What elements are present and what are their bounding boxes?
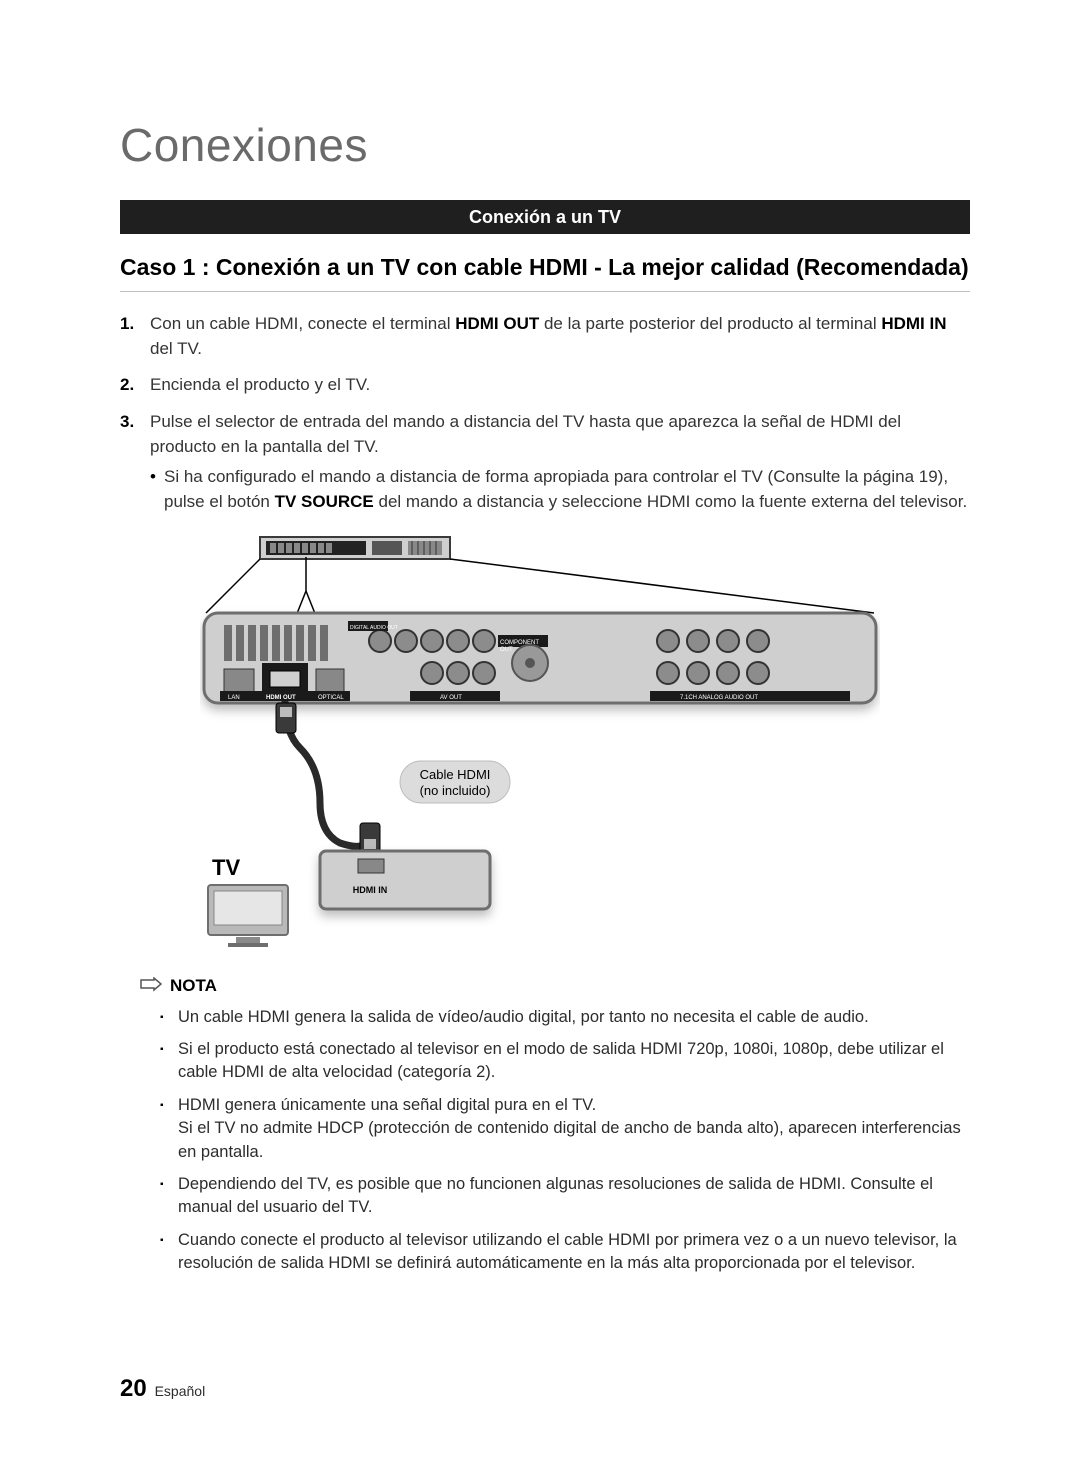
- step1-bold1: HDMI OUT: [455, 314, 539, 333]
- connection-diagram: DIGITAL DIGITAL AUDIO OUT COMPONENT OUT …: [200, 533, 880, 958]
- note-3a: HDMI genera únicamente una señal digital…: [178, 1096, 596, 1114]
- step3-sublist: Si ha configurado el mando a distancia d…: [150, 465, 970, 514]
- step3-sub-post: del mando a distancia y seleccione HDMI …: [374, 492, 967, 511]
- note-5: Cuando conecte el producto al televisor …: [160, 1229, 970, 1276]
- step3-sub: Si ha configurado el mando a distancia d…: [150, 465, 970, 514]
- step1-mid: de la parte posterior del producto al te…: [539, 314, 881, 333]
- step3-sub-bold: TV SOURCE: [275, 492, 374, 511]
- note-icon: [140, 977, 162, 995]
- note-4: Dependiendo del TV, es posible que no fu…: [160, 1173, 970, 1220]
- step1-pre: Con un cable HDMI, conecte el terminal: [150, 314, 455, 333]
- note-3: HDMI genera únicamente una señal digital…: [160, 1094, 970, 1164]
- step1-bold2: HDMI IN: [881, 314, 946, 333]
- label-hdmi-out: HDMI OUT: [266, 695, 296, 701]
- section-bar: Conexión a un TV: [120, 200, 970, 234]
- document-page: Conexiones Conexión a un TV Caso 1 : Con…: [0, 0, 1080, 1276]
- diagram-svg: DIGITAL DIGITAL AUDIO OUT COMPONENT OUT …: [200, 533, 880, 953]
- step1-post: del TV.: [150, 339, 202, 358]
- cable-label-2: (no incluido): [420, 783, 491, 798]
- step-3: Pulse el selector de entrada del mando a…: [120, 410, 970, 515]
- label-optical: OPTICAL: [318, 695, 344, 701]
- step3-text: Pulse el selector de entrada del mando a…: [150, 412, 901, 456]
- note-3b: Si el TV no admite HDCP (protección de c…: [178, 1119, 961, 1160]
- label-av-out: AV OUT: [440, 695, 462, 701]
- label-lan: LAN: [228, 695, 240, 701]
- page-footer: 20 Español: [120, 1375, 205, 1403]
- svg-text:OUT: OUT: [500, 647, 513, 653]
- page-language: Español: [155, 1383, 206, 1399]
- label-hdmi-in: HDMI IN: [353, 885, 388, 895]
- steps-list: Con un cable HDMI, conecte el terminal H…: [120, 312, 970, 514]
- note-2: Si el producto está conectado al televis…: [160, 1038, 970, 1085]
- label-71ch: 7.1CH ANALOG AUDIO OUT: [680, 695, 758, 701]
- svg-text:DIGITAL AUDIO OUT: DIGITAL AUDIO OUT: [350, 625, 398, 631]
- cable-label-1: Cable HDMI: [420, 767, 491, 782]
- step-1: Con un cable HDMI, conecte el terminal H…: [120, 312, 970, 361]
- tv-label: TV: [212, 855, 240, 880]
- chapter-title: Conexiones: [120, 118, 970, 172]
- divider: [120, 291, 970, 292]
- note-1: Un cable HDMI genera la salida de vídeo/…: [160, 1006, 970, 1029]
- nota-row: NOTA: [140, 976, 970, 996]
- page-number: 20: [120, 1375, 147, 1402]
- nota-label: NOTA: [170, 976, 217, 996]
- case-heading: Caso 1 : Conexión a un TV con cable HDMI…: [120, 252, 970, 283]
- notes-list: Un cable HDMI genera la salida de vídeo/…: [160, 1006, 970, 1276]
- step-2: Encienda el producto y el TV.: [120, 373, 970, 398]
